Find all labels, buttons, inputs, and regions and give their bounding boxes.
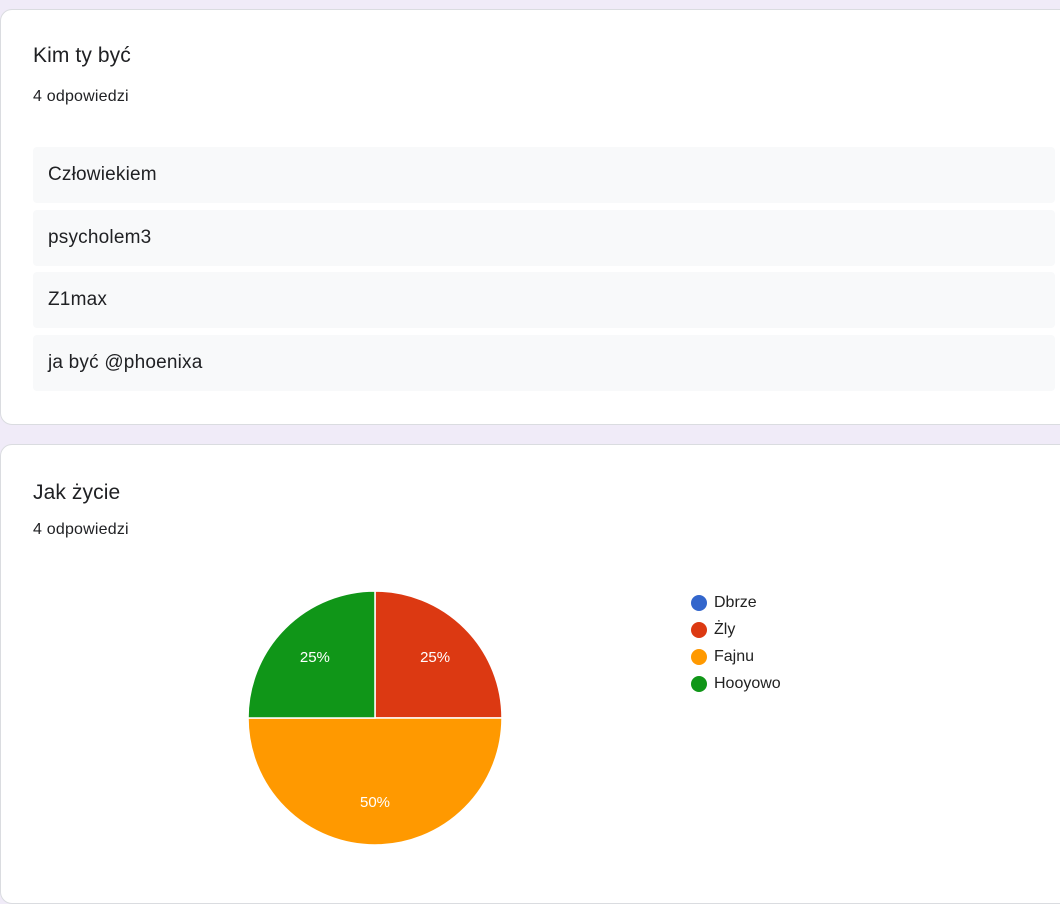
- pie-label-fajnu: 50%: [360, 794, 390, 811]
- legend-item-zly[interactable]: Żly: [691, 616, 781, 643]
- response-count: 4 odpowiedzi: [33, 521, 129, 538]
- legend-dot-icon: [691, 675, 707, 692]
- legend-dot-icon: [691, 621, 707, 638]
- question-title: Jak życie: [33, 481, 121, 504]
- question-title: Kim ty być: [33, 44, 131, 67]
- pie-label-hooyowo: 25%: [300, 649, 330, 666]
- answer-item: Z1max: [33, 272, 1055, 328]
- answer-item: ja być @phoenixa: [33, 334, 1055, 391]
- answer-item: Człowiekiem: [33, 147, 1055, 203]
- legend-dot-icon: [691, 594, 707, 611]
- pie-chart[interactable]: 25% 50% 25%: [247, 590, 503, 846]
- pie-slice-hooyowo[interactable]: [247, 590, 376, 719]
- legend-dot-icon: [691, 648, 707, 665]
- legend-item-dbrze[interactable]: Dbrze: [691, 589, 781, 616]
- response-count: 4 odpowiedzi: [33, 88, 129, 105]
- legend-label: Fajnu: [714, 647, 755, 665]
- pie-slice-fajnu[interactable]: [247, 717, 503, 846]
- answer-list: Człowiekiem psycholem3 Z1max ja być @pho…: [33, 147, 1055, 397]
- legend-label: Hooyowo: [714, 674, 781, 692]
- question-card-kim-ty-byc: Kim ty być 4 odpowiedzi Człowiekiem psyc…: [0, 9, 1060, 425]
- legend-item-hooyowo[interactable]: Hooyowo: [691, 670, 781, 697]
- legend-label: Żly: [714, 620, 736, 638]
- legend-label: Dbrze: [714, 593, 757, 611]
- pie-label-zly: 25%: [420, 649, 450, 666]
- question-card-jak-zycie: Jak życie 4 odpowiedzi 25% 50% 25% Dbrze Żl…: [0, 444, 1060, 904]
- answer-item: psycholem3: [33, 209, 1055, 266]
- legend-item-fajnu[interactable]: Fajnu: [691, 643, 781, 670]
- chart-legend: Dbrze Żly Fajnu Hooyowo: [691, 589, 781, 697]
- pie-slice-zly[interactable]: [374, 590, 503, 719]
